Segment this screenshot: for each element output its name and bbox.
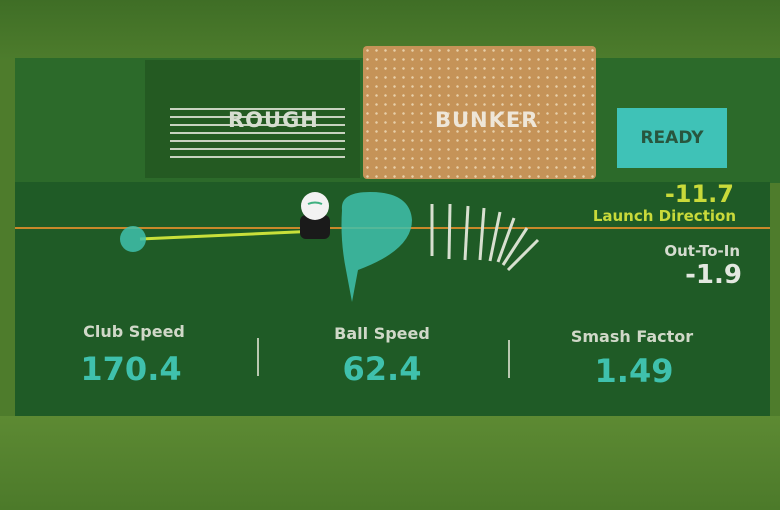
ball-speed-label: Ball Speed — [334, 324, 430, 343]
shot-graphic — [120, 192, 540, 302]
smash-factor-value: 1.49 — [594, 352, 674, 390]
ready-status-button[interactable]: READY — [617, 108, 727, 168]
launch-direction-value: -11.7 — [664, 180, 734, 208]
ball-landing-icon — [120, 226, 146, 252]
club-path-value: -1.9 — [685, 260, 742, 290]
rough-label: ROUGH — [228, 108, 319, 132]
club-path-label: Out-To-In — [664, 242, 740, 260]
smash-factor-label: Smash Factor — [570, 327, 694, 346]
ball-speed-value: 62.4 — [342, 350, 422, 388]
swing-path-icon — [430, 203, 540, 272]
stripe — [170, 156, 345, 158]
tee-icon — [300, 215, 330, 239]
bunker-zone[interactable] — [363, 46, 596, 179]
divider — [508, 340, 510, 378]
rough-zone[interactable] — [145, 60, 360, 178]
divider — [257, 338, 259, 376]
stripe — [170, 124, 345, 126]
golf-ball-icon — [301, 192, 329, 220]
club-speed-label: Club Speed — [83, 322, 185, 341]
launch-direction-label: Launch Direction — [592, 207, 736, 225]
stripe — [170, 148, 345, 150]
stripe — [170, 116, 345, 118]
stripe — [170, 108, 345, 110]
ball-path-line — [139, 229, 319, 241]
stripe — [170, 140, 345, 142]
grass-foreground — [0, 416, 780, 510]
bunker-label: BUNKER — [435, 108, 539, 132]
club-head-icon — [341, 192, 412, 302]
stripe — [170, 132, 345, 134]
club-speed-value: 170.4 — [80, 350, 182, 388]
